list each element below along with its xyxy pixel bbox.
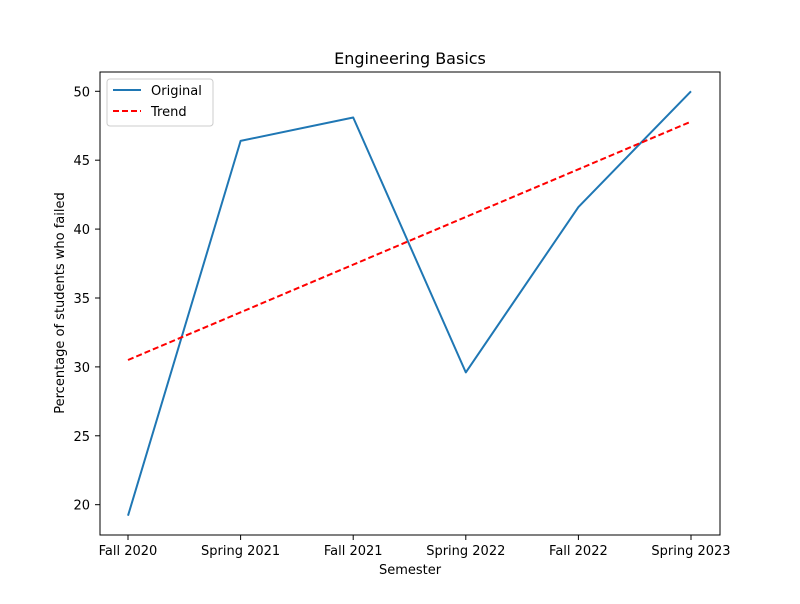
x-tick-label: Fall 2021 — [324, 544, 383, 559]
legend-label-original: Original — [151, 84, 202, 99]
x-tick-label: Spring 2021 — [201, 544, 280, 559]
legend-label-trend: Trend — [150, 105, 187, 120]
y-axis: 20 25 30 35 40 45 50 — [73, 85, 100, 513]
x-tick-label: Fall 2020 — [99, 544, 158, 559]
y-tick-label: 45 — [73, 154, 90, 169]
y-tick-label: 20 — [73, 499, 90, 514]
y-axis-label: Percentage of students who failed — [53, 192, 68, 414]
legend: Original Trend — [107, 79, 213, 126]
series-layer — [128, 91, 691, 515]
series-line-trend — [128, 122, 691, 360]
y-tick-label: 35 — [73, 292, 90, 307]
x-tick-label: Spring 2022 — [426, 544, 505, 559]
x-tick-label: Fall 2022 — [549, 544, 608, 559]
x-tick-label: Spring 2023 — [651, 544, 730, 559]
y-tick-label: 30 — [73, 361, 90, 376]
series-line-original — [128, 91, 691, 515]
y-tick-label: 40 — [73, 223, 90, 238]
x-axis: Fall 2020 Spring 2021 Fall 2021 Spring 2022… — [99, 535, 731, 559]
x-axis-label: Semester — [379, 563, 442, 578]
plot-frame — [100, 72, 720, 535]
y-tick-label: 25 — [73, 430, 90, 445]
chart-title: Engineering Basics — [334, 49, 486, 68]
y-tick-label: 50 — [73, 85, 90, 100]
